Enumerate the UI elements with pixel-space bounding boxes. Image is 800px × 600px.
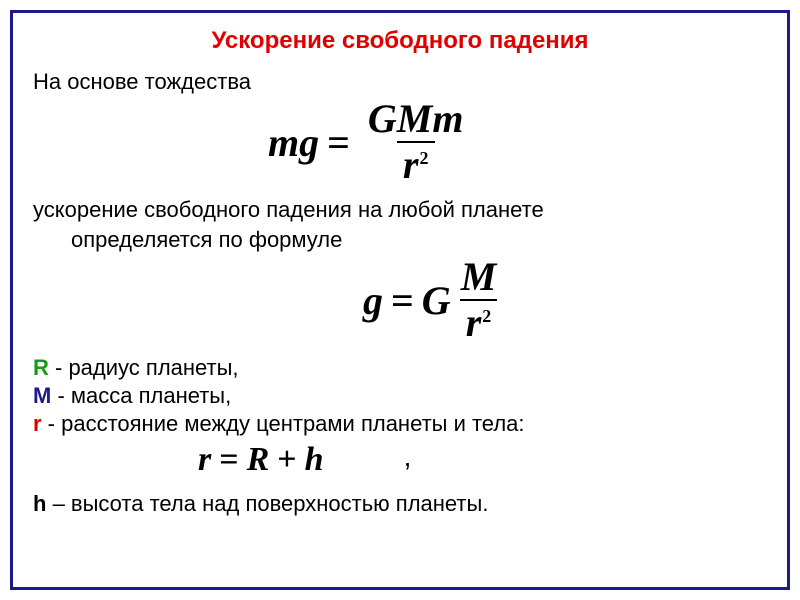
body-line-2: определяется по формуле [71,227,767,253]
var-r-line: r - расстояние между центрами планеты и … [33,411,767,437]
var-M-desc: - масса планеты, [51,383,231,408]
formula-r: r = R + h , [198,441,767,479]
body-line-1: ускорение свободного падения на любой пл… [33,197,767,223]
f1-den-exp: 2 [420,148,429,168]
slide-card: Ускорение свободного падения На основе т… [10,10,790,590]
trailing-comma: , [404,441,412,479]
var-R-line: R - радиус планеты, [33,355,767,381]
equals-sign: = [327,119,350,166]
var-r-symbol: r [33,411,42,436]
f2-denominator: r2 [460,299,498,343]
var-r-desc: - расстояние между центрами планеты и те… [42,411,525,436]
slide-title: Ускорение свободного падения [33,27,767,55]
f3-b: h [305,441,324,479]
f2-fraction: M r2 [455,257,503,343]
var-h-symbol: h [33,491,46,516]
f1-den-base: r [403,142,419,187]
f2-den-base: r [466,300,482,345]
var-M-symbol: M [33,383,51,408]
formula-identity: mg = GMm r2 [268,99,767,185]
variable-list: R - радиус планеты, M - масса планеты, r… [33,355,767,437]
f1-denominator: r2 [397,141,435,185]
f1-fraction: GMm r2 [362,99,470,185]
var-h-line: h – высота тела над поверхностью планеты… [33,491,767,517]
f1-lhs: mg [268,119,319,166]
equals-sign: = [219,441,238,479]
var-h-desc: – высота тела над поверхностью планеты. [46,491,488,516]
equals-sign: = [391,277,414,324]
intro-line: На основе тождества [33,69,767,95]
plus-sign: + [277,441,296,479]
var-M-line: M - масса планеты, [33,383,767,409]
f3-lhs: r [198,441,211,479]
f3-a: R [247,441,270,479]
f1-numerator: GMm [362,99,470,141]
var-R-desc: - радиус планеты, [49,355,239,380]
f2-coef: G [422,277,451,324]
f2-numerator: M [455,257,503,299]
f2-lhs: g [363,277,383,324]
var-R-symbol: R [33,355,49,380]
f2-den-exp: 2 [482,306,491,326]
formula-g: g = G M r2 [363,257,767,343]
